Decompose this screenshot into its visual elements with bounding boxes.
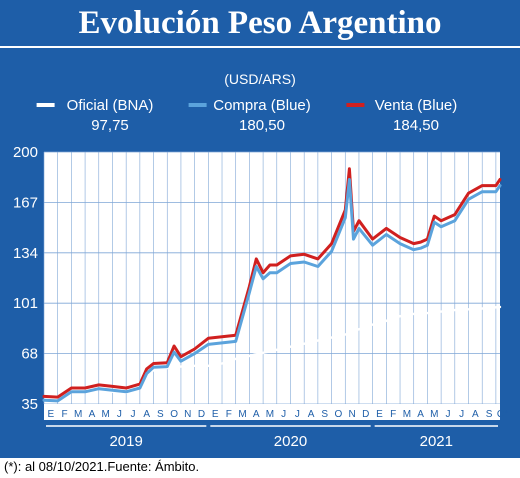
x-month-label: J bbox=[445, 409, 450, 420]
plot-area bbox=[44, 152, 500, 404]
x-month-label: O bbox=[170, 409, 178, 420]
x-month-label: J bbox=[131, 409, 136, 420]
x-month-label: S bbox=[321, 409, 328, 420]
y-tick-label: 134 bbox=[13, 245, 38, 262]
x-month-label: J bbox=[459, 409, 464, 420]
legend-value-2: 184,50 bbox=[393, 117, 439, 134]
year-label: 2021 bbox=[420, 433, 453, 450]
x-month-label: A bbox=[308, 409, 315, 420]
x-month-label: F bbox=[61, 409, 67, 420]
x-month-label: A bbox=[417, 409, 424, 420]
x-month-label: J bbox=[295, 409, 300, 420]
x-month-label: M bbox=[403, 409, 411, 420]
x-month-label: O bbox=[335, 409, 343, 420]
x-month-label: F bbox=[390, 409, 396, 420]
x-month-label: D bbox=[198, 409, 205, 420]
x-month-label: N bbox=[184, 409, 191, 420]
x-month-label: E bbox=[376, 409, 383, 420]
x-month-label: N bbox=[348, 409, 355, 420]
chart-title: Evolución Peso Argentino bbox=[78, 5, 442, 41]
x-month-label: M bbox=[266, 409, 274, 420]
y-tick-label: 101 bbox=[13, 295, 38, 312]
x-month-label: A bbox=[472, 409, 479, 420]
x-month-label: M bbox=[238, 409, 246, 420]
x-month-label: D bbox=[362, 409, 369, 420]
source-note: (*): al 08/10/2021.Fuente: Ámbito. bbox=[4, 459, 200, 474]
year-label: 2019 bbox=[109, 433, 142, 450]
y-tick-label: 167 bbox=[13, 194, 38, 211]
x-axis-band bbox=[44, 404, 500, 420]
series-line-1 bbox=[42, 178, 502, 403]
unit-label: (USD/ARS) bbox=[224, 71, 296, 87]
x-month-label: M bbox=[430, 409, 438, 420]
title-bar: Evolución Peso Argentino bbox=[0, 0, 520, 46]
x-month-label: J bbox=[281, 409, 286, 420]
x-month-label: E bbox=[212, 409, 219, 420]
x-month-label: A bbox=[143, 409, 150, 420]
legend-value-0: 97,75 bbox=[91, 117, 129, 134]
x-month-label: M bbox=[74, 409, 82, 420]
legend-label-0: Oficial (BNA) bbox=[67, 97, 154, 114]
x-month-label: A bbox=[253, 409, 260, 420]
x-month-label: S bbox=[486, 409, 493, 420]
legend-label-2: Venta (Blue) bbox=[375, 97, 458, 114]
x-month-label: F bbox=[226, 409, 232, 420]
legend-label-1: Compra (Blue) bbox=[213, 97, 311, 114]
x-month-label: O* bbox=[497, 409, 509, 420]
x-month-label: E bbox=[48, 409, 55, 420]
x-month-label: S bbox=[157, 409, 164, 420]
y-tick-label: 200 bbox=[13, 144, 38, 161]
year-label: 2020 bbox=[274, 433, 307, 450]
y-tick-label: 68 bbox=[21, 346, 38, 363]
legend-value-1: 180,50 bbox=[239, 117, 285, 134]
x-month-label: M bbox=[101, 409, 109, 420]
y-tick-label: 35 bbox=[21, 396, 38, 413]
x-month-label: J bbox=[117, 409, 122, 420]
x-month-label: A bbox=[89, 409, 96, 420]
series-line-2 bbox=[42, 167, 502, 399]
